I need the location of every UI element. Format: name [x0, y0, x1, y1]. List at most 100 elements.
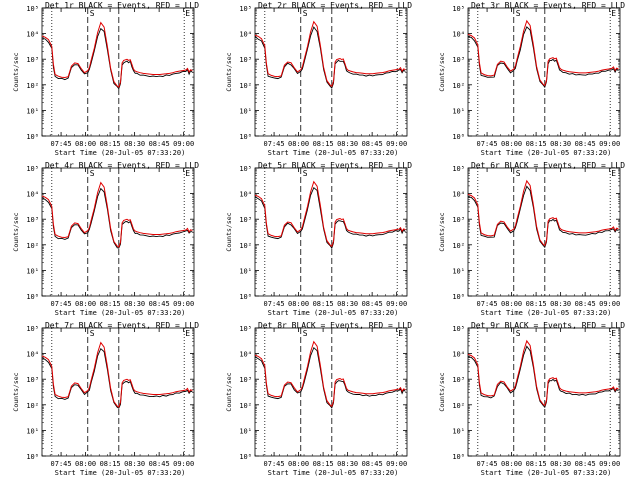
x-tick-label: 08:15 — [313, 300, 334, 308]
x-tick-label: 08:15 — [313, 460, 334, 468]
x-axis-label: Start Time (20-Jul-05 07:33:20) — [481, 309, 612, 317]
x-tick-label: 08:30 — [124, 300, 145, 308]
y-tick-label: 10¹ — [452, 107, 465, 115]
y-tick-label: 10⁴ — [239, 191, 252, 199]
y-axis-label: Counts/sec — [225, 372, 233, 411]
y-tick-label: 10⁰ — [452, 453, 465, 461]
x-tick-label: 09:00 — [386, 460, 407, 468]
y-axis-label: Counts/sec — [438, 52, 446, 91]
x-tick-label: 08:00 — [75, 300, 96, 308]
start-marker-label: S — [90, 169, 95, 178]
y-tick-label: 10² — [239, 242, 252, 250]
detector-chart: Det 4r BLACK = Events, RED = LLD 10⁰ 10¹ 10… — [12, 161, 199, 317]
x-tick-label: 08:45 — [575, 460, 596, 468]
events-series-line — [467, 345, 619, 409]
y-tick-label: 10¹ — [239, 107, 252, 115]
y-tick-label: 10³ — [452, 216, 465, 224]
x-axis-label: Start Time (20-Jul-05 07:33:20) — [55, 309, 186, 317]
lld-series-line — [467, 339, 619, 407]
x-axis-label: Start Time (20-Jul-05 07:33:20) — [55, 149, 186, 157]
detector-panel: Det 8r BLACK = Events, RED = LLD 10⁰ 10¹ 10… — [213, 320, 426, 480]
y-tick-label: 10² — [452, 402, 465, 410]
start-marker-label: S — [516, 329, 521, 338]
events-series-line — [41, 27, 193, 90]
events-series-line — [254, 26, 406, 89]
x-tick-label: 07:45 — [477, 140, 498, 148]
x-tick-label: 08:00 — [75, 460, 96, 468]
y-tick-label: 10⁵ — [26, 5, 39, 13]
x-tick-label: 08:45 — [149, 300, 170, 308]
plot-frame — [254, 167, 408, 297]
y-tick-label: 10⁰ — [26, 133, 39, 141]
x-tick-label: 08:45 — [362, 140, 383, 148]
y-tick-label: 10² — [26, 242, 39, 250]
y-tick-label: 10⁴ — [26, 31, 39, 39]
x-tick-label: 07:45 — [51, 460, 72, 468]
detector-chart: Det 2r BLACK = Events, RED = LLD 10⁰ 10¹ 10… — [225, 1, 412, 157]
plot-frame — [41, 7, 195, 137]
x-tick-label: 09:00 — [386, 300, 407, 308]
end-marker-label: E — [185, 329, 190, 338]
y-tick-label: 10² — [26, 402, 39, 410]
x-tick-label: 08:45 — [575, 300, 596, 308]
y-tick-label: 10¹ — [239, 267, 252, 275]
y-tick-label: 10² — [239, 82, 252, 90]
start-marker-label: S — [303, 9, 308, 18]
end-marker-label: E — [611, 9, 616, 18]
x-tick-label: 07:45 — [264, 300, 285, 308]
y-axis-label: Counts/sec — [12, 372, 20, 411]
end-marker-label: E — [398, 169, 403, 178]
events-series-line — [41, 347, 193, 409]
y-tick-label: 10¹ — [26, 427, 39, 435]
plot-frame — [41, 167, 195, 297]
plot-frame — [254, 327, 408, 457]
y-tick-label: 10⁴ — [239, 351, 252, 359]
detector-panel: Det 3r BLACK = Events, RED = LLD 10⁰ 10¹ 10… — [426, 0, 639, 160]
y-tick-label: 10⁵ — [239, 165, 252, 173]
y-tick-label: 10¹ — [239, 427, 252, 435]
y-tick-label: 10² — [452, 82, 465, 90]
y-tick-label: 10⁰ — [26, 453, 39, 461]
y-tick-label: 10⁵ — [452, 5, 465, 13]
y-tick-label: 10⁴ — [239, 31, 252, 39]
start-marker-label: S — [303, 169, 308, 178]
x-tick-label: 08:15 — [526, 460, 547, 468]
y-tick-label: 10¹ — [26, 107, 39, 115]
y-axis-label: Counts/sec — [225, 212, 233, 251]
lld-series-line — [254, 20, 406, 88]
detector-panel: Det 1r BLACK = Events, RED = LLD 10⁰ 10¹ 10… — [0, 0, 213, 160]
y-tick-label: 10³ — [239, 216, 252, 224]
plot-frame — [254, 7, 408, 137]
x-tick-label: 08:30 — [550, 140, 571, 148]
chart-title: Det 1r BLACK = Events, RED = LLD — [45, 1, 199, 10]
plot-frame — [467, 167, 621, 297]
lld-series-line — [254, 340, 406, 408]
plot-frame — [467, 327, 621, 457]
lld-series-line — [467, 19, 619, 87]
end-marker-label: E — [185, 169, 190, 178]
plot-frame — [467, 7, 621, 137]
x-tick-label: 08:15 — [526, 300, 547, 308]
lld-series-line — [467, 179, 619, 247]
x-tick-label: 09:00 — [173, 460, 194, 468]
x-tick-label: 08:30 — [337, 140, 358, 148]
detector-panel: Det 9r BLACK = Events, RED = LLD 10⁰ 10¹ 10… — [426, 320, 639, 480]
y-axis-label: Counts/sec — [438, 212, 446, 251]
chart-title: Det 5r BLACK = Events, RED = LLD — [258, 161, 412, 170]
detector-panel: Det 5r BLACK = Events, RED = LLD 10⁰ 10¹ 10… — [213, 160, 426, 320]
start-marker-label: S — [516, 169, 521, 178]
x-tick-label: 08:00 — [501, 140, 522, 148]
x-tick-label: 08:30 — [550, 460, 571, 468]
x-axis-label: Start Time (20-Jul-05 07:33:20) — [268, 469, 399, 477]
y-tick-label: 10³ — [452, 56, 465, 64]
chart-title: Det 8r BLACK = Events, RED = LLD — [258, 321, 412, 330]
y-tick-label: 10⁴ — [452, 351, 465, 359]
events-series-line — [41, 187, 193, 249]
y-tick-label: 10⁴ — [26, 191, 39, 199]
y-tick-label: 10³ — [239, 56, 252, 64]
y-tick-label: 10⁰ — [452, 133, 465, 141]
x-tick-label: 09:00 — [173, 300, 194, 308]
detector-chart: Det 5r BLACK = Events, RED = LLD 10⁰ 10¹ 10… — [225, 161, 412, 317]
x-tick-label: 08:00 — [75, 140, 96, 148]
y-tick-label: 10⁵ — [26, 325, 39, 333]
